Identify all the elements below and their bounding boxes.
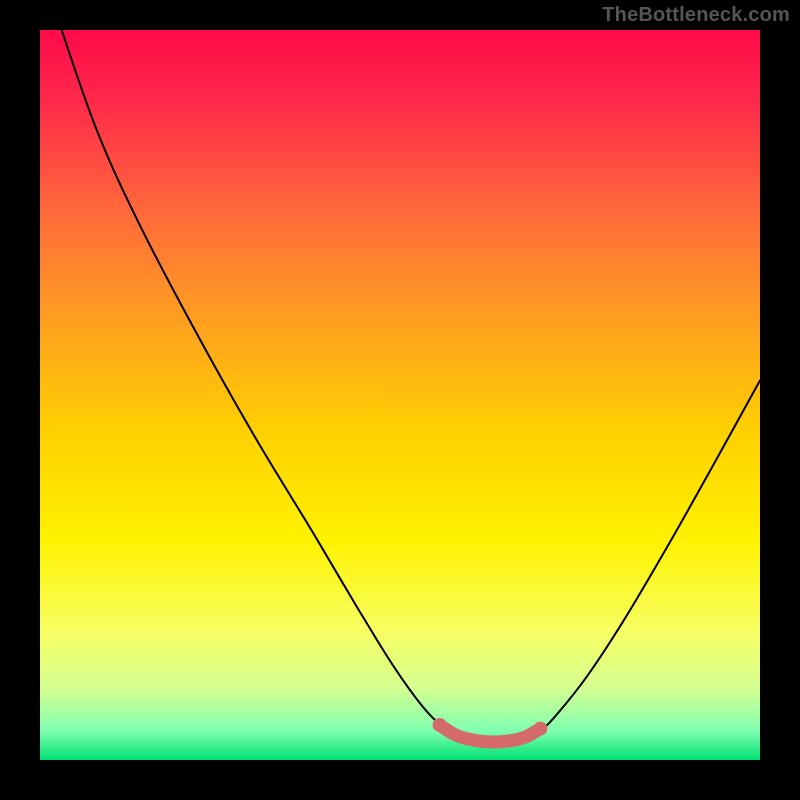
optimal-zone-end-dot <box>533 722 547 736</box>
watermark-text: TheBottleneck.com <box>602 4 790 27</box>
bottleneck-chart <box>40 30 760 760</box>
gradient-background <box>40 30 760 760</box>
plot-area <box>40 30 760 760</box>
optimal-zone-start-dot <box>433 718 447 732</box>
